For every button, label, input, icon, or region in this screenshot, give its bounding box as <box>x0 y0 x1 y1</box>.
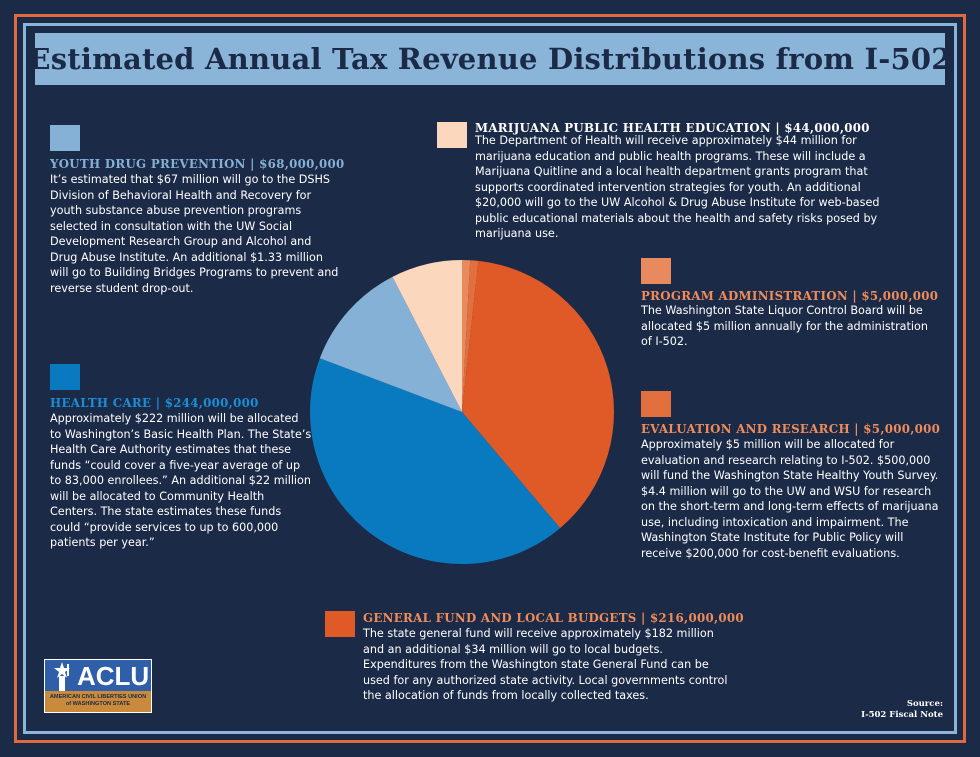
pie-slice-youth <box>319 276 462 412</box>
public-health-body: The Department of Health will receive ap… <box>475 134 880 240</box>
page-title: Estimated Annual Tax Revenue Distributio… <box>28 42 952 76</box>
outer-border <box>14 14 966 743</box>
statue-of-liberty-icon <box>54 662 70 691</box>
pie-slice-program-admin <box>462 260 471 412</box>
pie-slice-general-fund <box>462 260 615 529</box>
general-fund-swatch <box>325 611 355 637</box>
public-health-swatch <box>437 122 467 148</box>
aclu-logo: ACLU AMERICAN CIVIL LIBERTIES UNION of W… <box>44 659 152 713</box>
evaluation-heading: EVALUATION AND RESEARCH | $5,000,000 <box>641 422 941 436</box>
logo-wordmark: ACLU <box>77 661 150 691</box>
program-admin-swatch <box>641 258 671 284</box>
youth-swatch <box>50 125 80 151</box>
health-care-heading: HEALTH CARE | $244,000,000 <box>50 396 259 410</box>
health-care-swatch <box>50 364 80 390</box>
logo-line-2: of WASHINGTON STATE <box>65 701 131 707</box>
youth-heading: YOUTH DRUG PREVENTION | $68,000,000 <box>50 157 345 171</box>
logo-line-1: AMERICAN CIVIL LIBERTIES UNION <box>49 694 147 700</box>
general-fund-body: The state general fund will receive appr… <box>363 627 728 702</box>
public-health-heading: MARIJUANA PUBLIC HEALTH EDUCATION | $44,… <box>475 121 870 135</box>
youth-body: It’s estimated that $67 million will go … <box>50 173 339 295</box>
general-fund-heading: GENERAL FUND AND LOCAL BUDGETS | $216,00… <box>363 611 744 625</box>
program-admin-heading: PROGRAM ADMINISTRATION | $5,000,000 <box>641 289 939 303</box>
program-admin-body: The Washington State Liquor Control Boar… <box>641 304 928 348</box>
evaluation-swatch <box>641 391 671 417</box>
health-care-body: Approximately $222 million will be alloc… <box>50 412 312 549</box>
source-label: Source: <box>906 699 943 709</box>
pie-slice-health-care <box>309 358 561 565</box>
pie-slice-public-health <box>392 260 462 412</box>
evaluation-body: Approximately $5 million will be allocat… <box>641 438 939 560</box>
inner-border <box>23 23 957 734</box>
source-value: I-502 Fiscal Note <box>861 710 943 720</box>
source-note: Source: I-502 Fiscal Note <box>861 699 943 721</box>
title-bar: Estimated Annual Tax Revenue Distributio… <box>28 33 951 85</box>
pie-slice-evaluation <box>462 260 479 412</box>
